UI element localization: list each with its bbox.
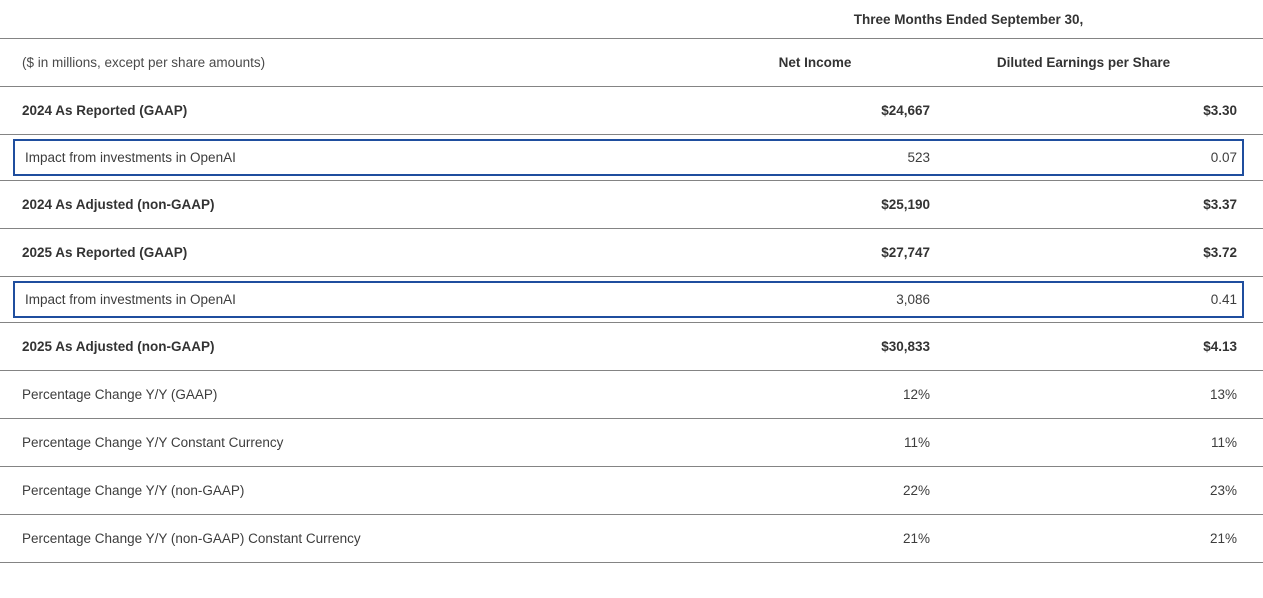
row-label: Percentage Change Y/Y (non-GAAP) Constan… <box>22 531 361 546</box>
eps-value: $3.37 <box>1203 197 1237 212</box>
table-row-pct-change-non-gaap: Percentage Change Y/Y (non-GAAP) 22% 23% <box>0 467 1263 514</box>
divider <box>0 562 1263 563</box>
net-income-value: $30,833 <box>881 339 930 354</box>
divider <box>0 514 1263 515</box>
divider <box>0 38 1263 39</box>
table-row-2025-reported: 2025 As Reported (GAAP) $27,747 $3.72 <box>0 229 1263 276</box>
table-row-2024-adjusted: 2024 As Adjusted (non-GAAP) $25,190 $3.3… <box>0 181 1263 228</box>
net-income-value: 12% <box>902 387 930 402</box>
net-income-value: 3,086 <box>896 292 930 307</box>
table-title-row: Three Months Ended September 30, <box>0 0 1263 38</box>
table-header-row: ($ in millions, except per share amounts… <box>0 39 1263 86</box>
column-header-net-income: Net Income <box>778 55 852 70</box>
table-row-openai-impact-2024: Impact from investments in OpenAI 523 0.… <box>13 139 1244 176</box>
divider <box>0 418 1263 419</box>
row-label: Percentage Change Y/Y (non-GAAP) <box>22 483 245 498</box>
table-row-pct-change-gaap: Percentage Change Y/Y (GAAP) 12% 13% <box>0 371 1263 418</box>
net-income-value: $24,667 <box>881 103 930 118</box>
column-header-diluted-eps: Diluted Earnings per Share <box>996 55 1171 70</box>
table-row-2024-reported: 2024 As Reported (GAAP) $24,667 $3.30 <box>0 87 1263 134</box>
divider <box>0 322 1263 323</box>
row-label: 2025 As Adjusted (non-GAAP) <box>22 339 215 354</box>
table-row-2025-adjusted: 2025 As Adjusted (non-GAAP) $30,833 $4.1… <box>0 323 1263 370</box>
divider <box>0 276 1263 277</box>
net-income-value: 523 <box>907 150 930 165</box>
net-income-value: $25,190 <box>881 197 930 212</box>
row-label: Impact from investments in OpenAI <box>25 292 236 307</box>
eps-value: $4.13 <box>1203 339 1237 354</box>
divider <box>0 228 1263 229</box>
net-income-value: 11% <box>903 435 930 450</box>
eps-value: $3.72 <box>1203 245 1237 260</box>
eps-value: 0.41 <box>1210 292 1237 307</box>
row-label: 2025 As Reported (GAAP) <box>22 245 188 260</box>
divider <box>0 134 1263 135</box>
row-label: Percentage Change Y/Y Constant Currency <box>22 435 284 450</box>
net-income-value: 22% <box>902 483 930 498</box>
row-label: 2024 As Adjusted (non-GAAP) <box>22 197 215 212</box>
table-title: Three Months Ended September 30, <box>853 11 1084 27</box>
eps-value: 13% <box>1209 387 1237 402</box>
divider <box>0 86 1263 87</box>
unit-note: ($ in millions, except per share amounts… <box>22 55 266 70</box>
divider <box>0 466 1263 467</box>
row-label: Percentage Change Y/Y (GAAP) <box>22 387 218 402</box>
table-row-openai-impact-2025: Impact from investments in OpenAI 3,086 … <box>13 281 1244 318</box>
divider <box>0 180 1263 181</box>
eps-value: $3.30 <box>1203 103 1237 118</box>
table-row-pct-change-cc: Percentage Change Y/Y Constant Currency … <box>0 419 1263 466</box>
table-row-pct-change-non-gaap-cc: Percentage Change Y/Y (non-GAAP) Constan… <box>0 515 1263 562</box>
net-income-value: $27,747 <box>881 245 930 260</box>
net-income-value: 21% <box>902 531 930 546</box>
eps-value: 23% <box>1209 483 1237 498</box>
row-label: 2024 As Reported (GAAP) <box>22 103 188 118</box>
row-label: Impact from investments in OpenAI <box>25 150 236 165</box>
eps-value: 21% <box>1209 531 1237 546</box>
eps-value: 11% <box>1210 435 1237 450</box>
eps-value: 0.07 <box>1210 150 1237 165</box>
divider <box>0 370 1263 371</box>
